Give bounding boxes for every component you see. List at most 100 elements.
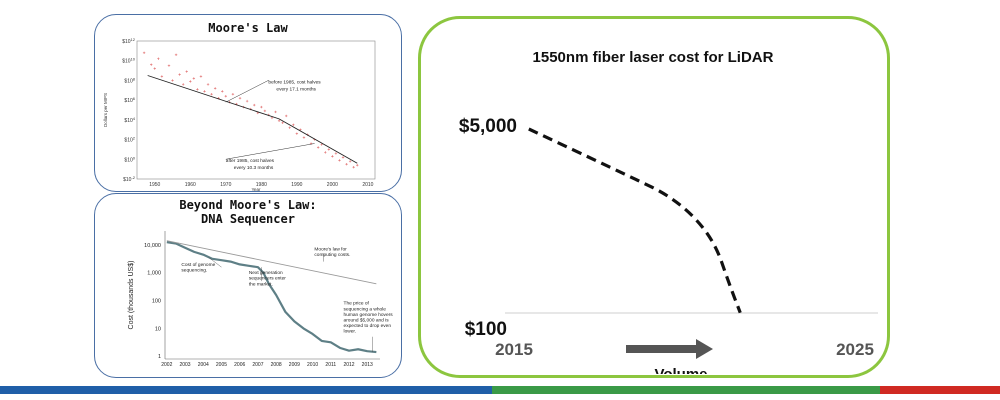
x-tick-label: 2000	[327, 182, 338, 188]
y-tick-label: $10-2	[123, 175, 136, 183]
data-point	[320, 143, 323, 146]
data-point	[196, 88, 199, 91]
data-point	[150, 63, 153, 66]
dna-title-line2: DNA Sequencer	[201, 212, 295, 226]
moores-law-title: Moore's Law	[208, 21, 288, 35]
annotation-text: sequencers enter	[249, 276, 286, 282]
annotation-text: sequencing a whole	[344, 306, 387, 312]
x-tick-label: 1960	[185, 182, 196, 188]
data-point	[203, 90, 206, 93]
dna-sequencer-card: Beyond Moore's Law: DNA Sequencer 10,000…	[94, 193, 402, 378]
x-tick-label: 1980	[256, 182, 267, 188]
annotation-leader	[208, 257, 222, 268]
data-point	[345, 163, 348, 166]
x-axis-label: Year	[251, 187, 261, 191]
x-tick-label: 2006	[234, 362, 245, 368]
data-point	[292, 123, 295, 126]
data-point	[334, 152, 338, 155]
y-tick-label: 10,000	[144, 243, 161, 249]
x-tick-label: 2009	[289, 362, 300, 368]
data-point	[153, 67, 156, 70]
plot-frame	[136, 40, 376, 180]
x-tick-label: 2002	[161, 362, 172, 368]
bottom-bar-green	[492, 386, 880, 394]
data-point	[213, 87, 217, 90]
annotation-text: Cost of genome	[181, 262, 215, 268]
y-tick-label: $102	[124, 136, 135, 144]
data-point	[206, 83, 210, 86]
annotation-text: sequencing.	[181, 267, 207, 273]
data-point	[356, 164, 359, 167]
series-line	[166, 241, 377, 354]
x-tick-label-2025: 2025	[836, 340, 874, 359]
annotation-text: every 17.1 months	[276, 86, 316, 92]
data-point	[157, 57, 160, 60]
data-point	[348, 160, 352, 163]
x-tick-label: 1970	[220, 182, 231, 188]
data-point	[260, 105, 263, 109]
data-point	[245, 99, 249, 103]
data-point	[142, 51, 146, 55]
x-tick-label: 2011	[325, 362, 336, 368]
chart-title: 1550nm fiber laser cost for LiDAR	[533, 49, 774, 66]
data-point	[263, 109, 267, 113]
annotation-text: The price of	[344, 301, 370, 307]
x-tick-label: 2010	[307, 362, 318, 368]
annotation-text: Next generation	[249, 270, 283, 276]
data-point	[199, 75, 203, 78]
data-point	[224, 95, 228, 98]
data-point	[167, 64, 171, 67]
data-point	[277, 119, 281, 123]
data-point	[221, 90, 224, 93]
data-point	[160, 75, 164, 78]
y-tick-label: 1,000	[147, 271, 161, 277]
y-tick-label: $106	[124, 96, 135, 104]
annotation-text: after 1985, cost halves	[226, 158, 275, 164]
y-tick-label: $1012	[122, 37, 136, 45]
y-tick-label: $108	[124, 76, 135, 84]
y-tick-label-bottom: $100	[465, 319, 507, 340]
y-tick-label: $1010	[122, 57, 136, 65]
data-point	[281, 121, 284, 125]
annotation-text: lower.	[344, 329, 357, 335]
series-line	[166, 240, 377, 285]
annotation-text: before 1985, cost halves	[268, 79, 321, 85]
data-point	[338, 159, 341, 162]
x-axis-label: Volume	[654, 366, 707, 374]
lidar-cost-card: 1550nm fiber laser cost for LiDAR $5,000 $…	[418, 16, 890, 378]
annotation-text: expected to drop even	[344, 323, 392, 329]
data-point	[174, 53, 178, 56]
data-point	[185, 70, 188, 73]
x-tick-label: 2012	[343, 362, 354, 368]
annotation-text: every 10.3 months	[234, 165, 274, 171]
trend-line	[147, 75, 358, 164]
data-point	[331, 155, 334, 158]
y-tick-label: 100	[152, 299, 161, 305]
moores-law-chart: $10-2 $100 $102 $104 $106 $108 $1010 $1012 1950 1…	[103, 37, 376, 191]
y-tick-label: $104	[124, 116, 135, 124]
annotation-text: around $5,000 and is	[344, 318, 390, 324]
data-point	[192, 77, 196, 80]
y-tick-label: 1	[158, 354, 161, 360]
volume-arrow-head	[696, 339, 713, 359]
data-point	[253, 103, 256, 107]
data-point	[178, 73, 181, 76]
dna-title-line1: Beyond Moore's Law:	[179, 198, 317, 212]
data-point	[274, 110, 277, 114]
data-point	[327, 148, 331, 151]
data-point	[284, 114, 288, 118]
x-tick-label: 2010	[362, 182, 373, 188]
data-point	[189, 80, 192, 83]
x-tick-label: 2005	[216, 362, 227, 368]
data-point	[341, 156, 345, 159]
data-point	[231, 93, 235, 96]
bottom-bar-red	[880, 386, 1000, 394]
x-tick-label: 2003	[179, 362, 190, 368]
annotation-text: the market.	[249, 281, 273, 287]
data-point	[302, 136, 306, 139]
annotation-arrow	[225, 143, 315, 160]
data-point	[210, 93, 213, 96]
y-axis-label: Cost (thousands US$)	[128, 261, 135, 330]
x-tick-label: 1950	[149, 182, 160, 188]
x-tick-label: 2013	[362, 362, 373, 368]
